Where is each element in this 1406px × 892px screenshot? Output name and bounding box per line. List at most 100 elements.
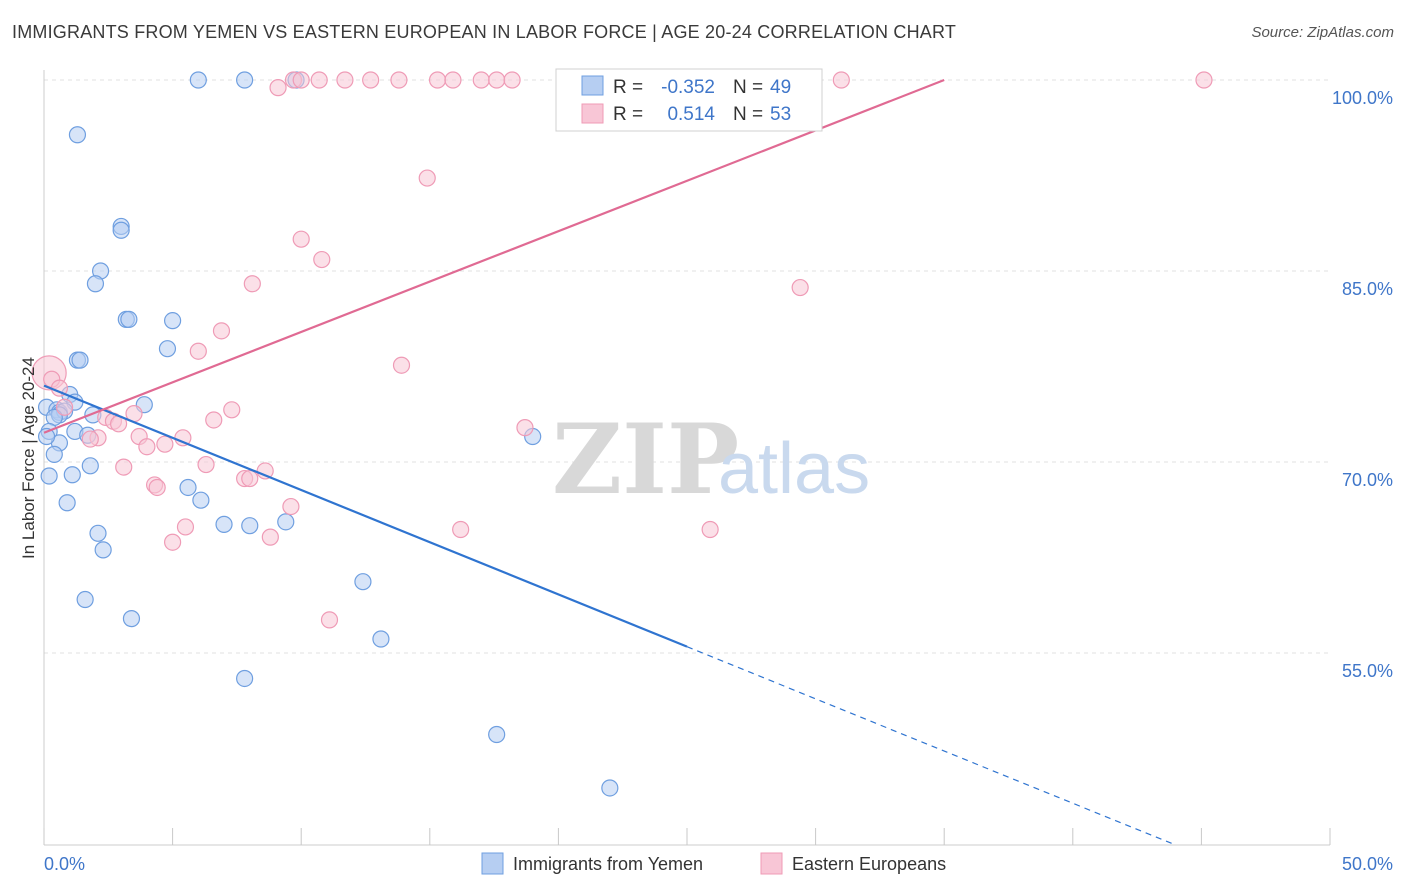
- point-yemen-39: [89, 524, 107, 542]
- trend-line-eastern: [43, 78, 945, 434]
- y-tick-label-85: 85.0%: [1342, 279, 1393, 299]
- point-yemen-5: [112, 221, 130, 239]
- point-eastern-11: [832, 71, 850, 89]
- stats-r-value-yemen: -0.352: [661, 77, 715, 98]
- point-eastern-3: [336, 71, 354, 89]
- chart-source: Source: ZipAtlas.com: [1251, 24, 1394, 41]
- watermark: ZIP atlas: [552, 403, 870, 516]
- legend-swatch-yemen: [481, 852, 504, 875]
- point-yemen-7: [86, 275, 105, 293]
- stats-n-label-yemen: N =: [733, 77, 763, 98]
- point-yemen-28: [45, 445, 63, 463]
- stats-swatch-eastern: [581, 103, 604, 124]
- point-eastern-19: [212, 322, 231, 340]
- stats-n-label-eastern: N =: [733, 104, 763, 125]
- point-eastern-38: [197, 455, 215, 474]
- point-yemen-11: [158, 340, 177, 358]
- trend-extension-yemen: [686, 646, 1176, 846]
- y-tick-labels: 55.0% 70.0% 85.0% 100.0%: [1332, 88, 1393, 681]
- point-eastern-20: [189, 342, 207, 360]
- point-eastern-25: [55, 398, 74, 416]
- watermark-zip: ZIP: [552, 403, 739, 516]
- point-eastern-51: [320, 611, 339, 629]
- point-yemen-37: [241, 517, 259, 535]
- point-eastern-4: [362, 71, 380, 89]
- y-tick-label-70: 70.0%: [1342, 470, 1393, 490]
- point-eastern-47: [452, 520, 470, 539]
- legend-label-eastern: Eastern Europeans: [792, 854, 946, 874]
- point-yemen-46: [488, 725, 506, 744]
- point-yemen-31: [63, 466, 81, 484]
- point-eastern-16: [313, 250, 331, 269]
- x-tick-label-max: 50.0%: [1342, 854, 1393, 874]
- point-eastern-50: [164, 533, 182, 551]
- point-eastern-42: [241, 469, 259, 488]
- point-eastern-5: [390, 71, 408, 89]
- stats-swatch-yemen: [581, 75, 604, 96]
- point-eastern-2: [310, 71, 328, 89]
- series-legend: Immigrants from Yemen Eastern Europeans: [481, 852, 946, 875]
- point-eastern-10: [503, 71, 521, 89]
- point-yemen-47: [601, 779, 619, 797]
- point-eastern-24: [223, 401, 241, 419]
- point-eastern-17: [243, 275, 261, 293]
- point-yemen-30: [81, 457, 99, 475]
- point-yemen-33: [179, 478, 197, 497]
- point-eastern-7: [444, 71, 462, 89]
- point-yemen-3: [68, 126, 87, 144]
- stats-legend: R = -0.352 N = 49 R = 0.514 N = 53: [555, 68, 823, 132]
- point-eastern-31: [516, 419, 534, 437]
- point-eastern-37: [138, 438, 156, 456]
- x-tick-label-min: 0.0%: [44, 854, 85, 874]
- point-eastern-6: [428, 71, 447, 89]
- point-eastern-18: [791, 278, 809, 297]
- point-yemen-48: [37, 427, 56, 446]
- legend-label-yemen: Immigrants from Yemen: [513, 854, 703, 874]
- point-eastern-46: [176, 518, 195, 536]
- stats-r-value-eastern: 0.514: [667, 104, 715, 125]
- point-yemen-13: [71, 351, 89, 369]
- point-yemen-45: [236, 669, 254, 688]
- point-yemen-36: [215, 515, 233, 533]
- trend-lines: [43, 78, 1176, 846]
- point-eastern-21: [392, 356, 411, 374]
- point-yemen-0: [189, 71, 207, 89]
- point-eastern-14: [418, 169, 436, 187]
- legend-swatch-eastern: [760, 852, 783, 875]
- point-eastern-13: [269, 79, 287, 97]
- point-yemen-41: [354, 573, 372, 591]
- point-yemen-38: [277, 513, 295, 531]
- stats-n-value-yemen: 49: [770, 77, 791, 98]
- point-yemen-9: [120, 310, 138, 328]
- point-yemen-40: [94, 541, 112, 559]
- stats-r-label-yemen: R =: [613, 77, 643, 98]
- point-yemen-1: [236, 71, 254, 89]
- chart-title: IMMIGRANTS FROM YEMEN VS EASTERN EUROPEA…: [12, 22, 957, 42]
- stats-n-value-eastern: 53: [770, 104, 791, 125]
- point-yemen-10: [164, 312, 182, 330]
- point-eastern-1: [292, 71, 310, 89]
- point-eastern-12: [1195, 71, 1213, 89]
- point-eastern-44: [148, 478, 166, 497]
- point-eastern-15: [292, 230, 310, 248]
- point-eastern-35: [81, 430, 99, 448]
- point-yemen-42: [76, 590, 94, 609]
- watermark-atlas: atlas: [718, 429, 870, 509]
- point-eastern-48: [701, 520, 719, 539]
- y-tick-label-100: 100.0%: [1332, 88, 1393, 108]
- x-ticks: [43, 828, 1331, 845]
- point-eastern-36: [156, 435, 174, 453]
- point-eastern-45: [282, 497, 300, 516]
- point-yemen-35: [58, 494, 76, 512]
- stats-r-label-eastern: R =: [613, 104, 643, 125]
- y-tick-label-55: 55.0%: [1342, 661, 1393, 681]
- y-axis-label: In Labor Force | Age 20-24: [19, 357, 38, 559]
- trend-line-yemen: [43, 384, 688, 648]
- data-points: [31, 71, 1213, 797]
- point-eastern-8: [472, 71, 490, 89]
- point-eastern-28: [205, 411, 223, 429]
- point-eastern-39: [115, 458, 133, 476]
- grid-lines: [44, 79, 1330, 654]
- point-yemen-43: [122, 610, 141, 628]
